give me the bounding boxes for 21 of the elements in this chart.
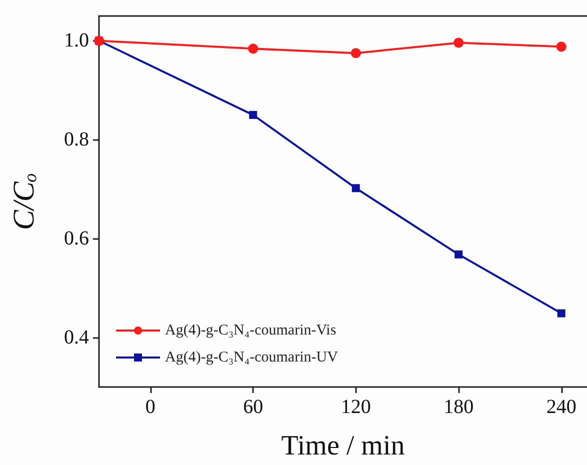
y-tick-label: 0.8 (64, 128, 89, 151)
y-tick-label: 1.0 (64, 30, 89, 52)
point (454, 250, 463, 258)
x-tick-label: 240 (546, 396, 576, 418)
point (249, 110, 258, 119)
legend-label: Ag(4)-g-C₃N₄-coumarin-Vis (165, 322, 336, 338)
legend-label: Ag(4)-g-C₃N₄-coumarin-UV (165, 350, 338, 366)
y-axis-title: C/Cₒ (8, 173, 40, 230)
x-tick-label: 180 (444, 396, 474, 418)
point (352, 184, 360, 192)
x-tick-label: 60 (243, 396, 264, 418)
x-tick-label: 120 (340, 396, 371, 418)
point (556, 42, 566, 52)
point (454, 38, 464, 48)
y-tick-label: 0.4 (64, 326, 89, 349)
x-axis-title: Time / min (281, 430, 405, 462)
point (557, 309, 566, 318)
x-tick-label: 0 (145, 396, 156, 418)
y-tick-label: 0.6 (64, 228, 89, 250)
point (248, 44, 258, 54)
point (350, 48, 361, 58)
